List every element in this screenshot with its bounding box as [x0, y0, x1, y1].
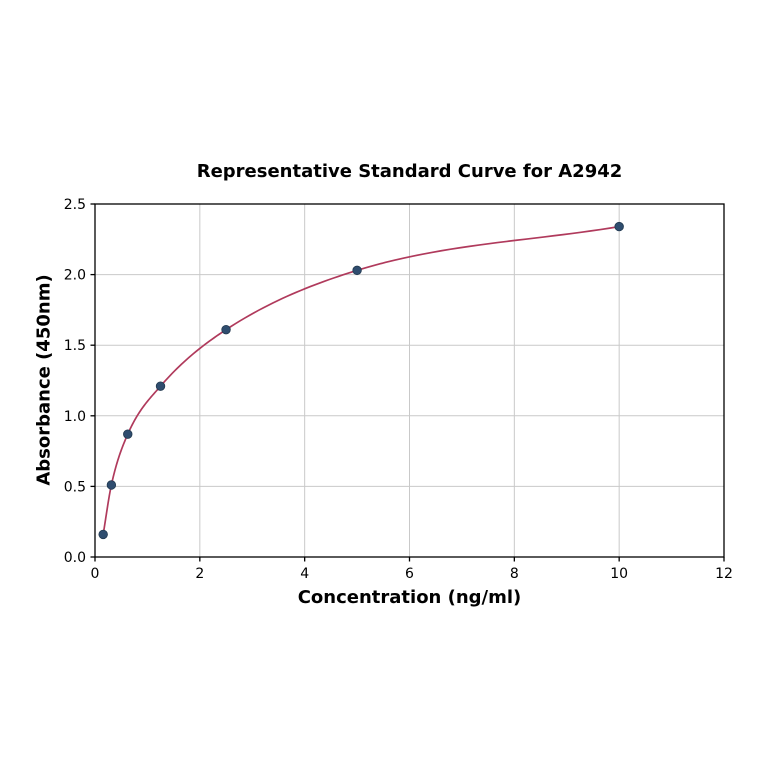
fit-curve	[102, 225, 620, 535]
y-tick-label: 1.0	[64, 409, 86, 425]
y-tick-label: 1.5	[64, 338, 86, 354]
x-tick-label: 10	[610, 566, 628, 582]
y-tick-label: 2.0	[64, 268, 86, 284]
x-axis-label: Concentration (ng/ml)	[297, 587, 522, 608]
axis-ticks	[90, 203, 725, 562]
data-point	[123, 429, 133, 439]
x-tick-label: 4	[300, 566, 309, 582]
y-tick-label: 0.0	[64, 550, 86, 566]
data-point	[352, 265, 362, 276]
data-point	[106, 480, 117, 490]
x-tick-label: 0	[91, 566, 100, 582]
x-tick-label: 8	[510, 566, 519, 582]
x-tick-label: 12	[715, 566, 733, 582]
data-point	[614, 221, 624, 232]
data-point	[155, 381, 166, 391]
data-point	[98, 529, 108, 540]
x-tick-label: 2	[195, 566, 204, 582]
data-points	[98, 221, 624, 540]
y-tick-label: 2.5	[64, 197, 86, 213]
standard-curve-line	[102, 225, 620, 535]
x-tick-label: 6	[405, 566, 414, 582]
data-point	[221, 324, 231, 335]
chart-title: Representative Standard Curve for A2942	[196, 161, 623, 182]
y-tick-label: 0.5	[64, 479, 86, 495]
y-axis-label: Absorbance (450nm)	[33, 274, 55, 486]
tick-labels: 0 2 4 6 8 10 12 0.0 0.5 1.0 1.5 2.0 2.5	[64, 197, 733, 582]
